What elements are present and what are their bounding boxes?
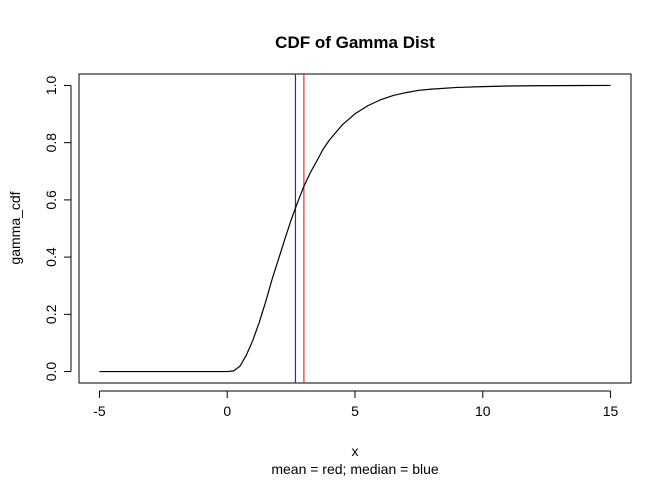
plot-frame [78,73,632,384]
series-layer [99,84,611,373]
y-tick-label: 0.0 [43,362,59,382]
y-axis-label: gamma_cdf [7,191,23,264]
y-tick-label: 0.8 [43,133,59,153]
y-axis: 0.0 0.2 0.4 0.6 0.8 1.0 [43,76,72,382]
y-tick-label: 1.0 [43,76,59,96]
chart-title: CDF of Gamma Dist [275,33,435,52]
x-axis-label: x [352,443,359,459]
x-tick-label: 15 [603,403,619,419]
x-tick-label: -5 [93,403,106,419]
reference-lines [294,74,305,383]
y-tick-label: 0.4 [43,247,59,267]
x-tick-label: 0 [223,403,231,419]
x-tick-label: 5 [351,403,359,419]
x-tick-label: 10 [475,403,491,419]
x-axis-sublabel: mean = red; median = blue [271,461,439,477]
y-tick-label: 0.6 [43,190,59,210]
y-tick-label: 0.2 [43,304,59,324]
cdf-series-line [99,84,611,373]
x-axis: -5 0 5 10 15 [93,390,619,419]
